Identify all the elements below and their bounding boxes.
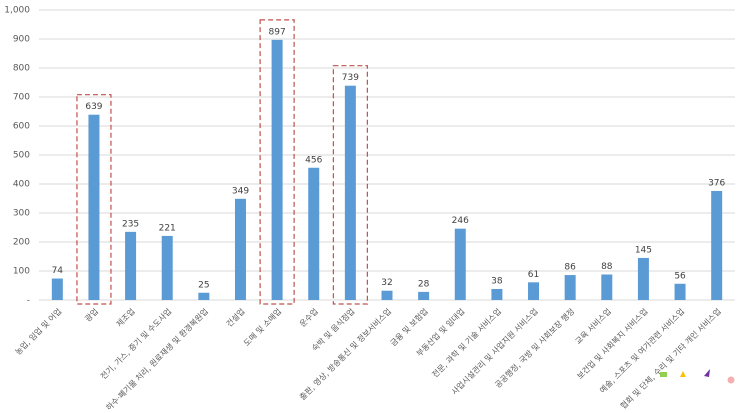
- value-label: 897: [269, 27, 286, 37]
- highlight-box: [259, 19, 295, 305]
- value-label: 28: [418, 279, 430, 289]
- bar: [601, 274, 613, 300]
- x-tick-label: 금융 및 보험업: [388, 306, 430, 348]
- bar: [198, 292, 210, 300]
- icon: [660, 372, 667, 377]
- bar: [674, 283, 686, 300]
- y-tick-label: 1,000: [4, 6, 30, 16]
- bar: [491, 288, 503, 300]
- bar: [234, 198, 246, 300]
- value-label: 639: [85, 102, 102, 112]
- icon: [704, 369, 710, 377]
- value-label: 145: [635, 245, 652, 255]
- value-label: 56: [674, 271, 686, 281]
- highlight-box: [332, 65, 368, 305]
- bar: [528, 282, 540, 300]
- x-tick-label: 교육 서비스업: [574, 307, 613, 346]
- value-label: 61: [528, 270, 539, 280]
- bar: [125, 231, 137, 300]
- bar: [637, 257, 649, 300]
- bar: [308, 167, 320, 300]
- bar: [51, 278, 63, 300]
- x-tick-label: 농업, 임업 및 어업: [13, 306, 64, 357]
- y-tick-label: 200: [13, 238, 30, 248]
- bar: [381, 290, 393, 300]
- x-tick-label: 보건업 및 사회복지 서비스업: [575, 306, 650, 381]
- value-label: 86: [564, 263, 576, 273]
- value-label: 25: [198, 280, 209, 290]
- value-label: 88: [601, 262, 613, 272]
- y-tick-label: 300: [13, 209, 30, 219]
- x-tick-label: 도매 및 소매업: [241, 306, 283, 348]
- y-tick-label: 400: [13, 180, 30, 190]
- bar: [161, 235, 173, 300]
- icon: [680, 371, 686, 377]
- value-label: 456: [305, 155, 322, 165]
- y-tick-label: 800: [13, 64, 30, 74]
- y-tick-label: 700: [13, 93, 30, 103]
- value-label: 38: [491, 276, 503, 286]
- y-tick-label: 500: [13, 151, 30, 161]
- bar: [564, 275, 576, 300]
- icon: [727, 376, 735, 384]
- value-label: 349: [232, 186, 249, 196]
- y-tick-label: 900: [13, 35, 30, 45]
- x-tick-label: 공공행정, 국방 및 사회보장 행정: [493, 306, 577, 390]
- value-label: 739: [342, 73, 359, 83]
- bar: [344, 85, 356, 300]
- value-label: 74: [52, 266, 64, 276]
- value-label: 221: [159, 223, 176, 233]
- y-tick-label: 600: [13, 122, 30, 132]
- value-label: 376: [708, 178, 725, 188]
- bar: [454, 228, 466, 300]
- x-tick-label: 전기, 가스, 증기 및 수도사업: [98, 306, 173, 381]
- x-tick-label: 운수업: [298, 307, 320, 329]
- highlight-box: [76, 94, 112, 305]
- x-tick-label: 건설업: [224, 306, 247, 329]
- y-tick-label: 100: [13, 267, 30, 277]
- x-tick-label: 광업: [83, 306, 100, 323]
- value-label: 246: [452, 216, 469, 226]
- bar: [271, 39, 283, 301]
- bar: [88, 114, 100, 300]
- x-tick-label: 제조업: [115, 307, 137, 329]
- x-tick-label: 전문, 과학 및 기술 서비스업: [430, 306, 503, 379]
- bar: [418, 291, 430, 300]
- value-label: 235: [122, 219, 139, 229]
- y-tick-label: -: [27, 296, 30, 306]
- value-label: 32: [381, 278, 392, 288]
- bar: [711, 190, 723, 300]
